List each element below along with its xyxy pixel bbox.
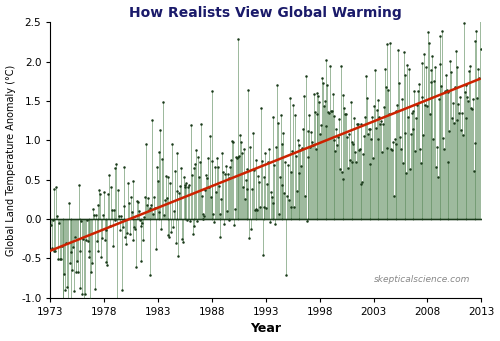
Title: How Realists View Global Warming: How Realists View Global Warming — [130, 5, 402, 19]
X-axis label: Year: Year — [250, 323, 282, 336]
Text: skepticalscience.com: skepticalscience.com — [374, 275, 470, 284]
Y-axis label: Global Land Temperature Anomaly (°C): Global Land Temperature Anomaly (°C) — [6, 64, 16, 256]
